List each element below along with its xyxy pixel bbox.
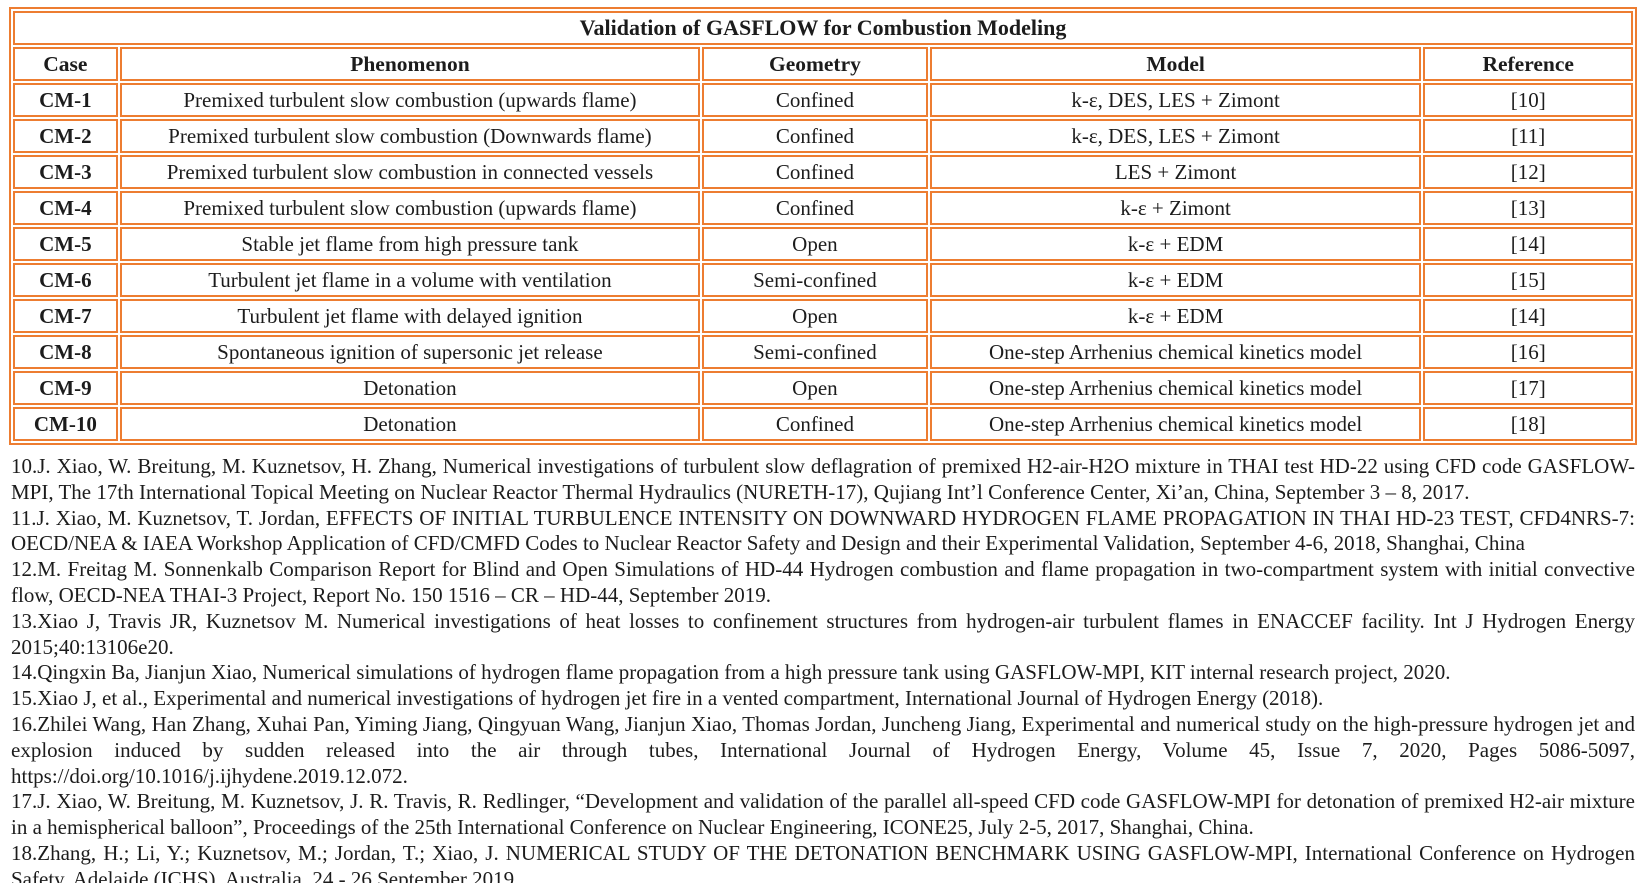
cell-case: CM-10 [13,407,118,441]
table-row: CM-9 Detonation Open One-step Arrhenius … [13,371,1633,405]
table-row: CM-3 Premixed turbulent slow combustion … [13,155,1633,189]
cell-reference: [16] [1423,335,1633,369]
cell-geometry: Semi-confined [702,335,928,369]
reference-entry: 18.Zhang, H.; Li, Y.; Kuznetsov, M.; Jor… [11,840,1635,883]
cell-phenomenon: Detonation [119,407,701,441]
table-title: Validation of GASFLOW for Combustion Mod… [13,11,1633,45]
reference-entry: 13.Xiao J, Travis JR, Kuznetsov M. Numer… [11,608,1635,659]
cell-case: CM-2 [13,119,118,153]
cell-reference: [15] [1423,263,1633,297]
cell-case: CM-7 [13,299,118,333]
header-row: Case Phenomenon Geometry Model Reference [13,47,1633,81]
reference-entry: 12.M. Freitag M. Sonnenkalb Comparison R… [11,557,1635,607]
cell-phenomenon: Turbulent jet flame in a volume with ven… [119,263,701,297]
column-header: Case [13,47,118,81]
cell-geometry: Confined [702,155,928,189]
column-header: Phenomenon [119,47,701,81]
table-row: CM-2 Premixed turbulent slow combustion … [13,119,1633,153]
cell-reference: [14] [1423,227,1633,261]
cell-geometry: Confined [702,119,928,153]
table-row: CM-10 Detonation Confined One-step Arrhe… [13,407,1633,441]
cell-model: One-step Arrhenius chemical kinetics mod… [929,407,1422,441]
cell-phenomenon: Detonation [119,371,701,405]
reference-entry: 16.Zhilei Wang, Han Zhang, Xuhai Pan, Yi… [11,711,1635,788]
validation-table: Validation of GASFLOW for Combustion Mod… [9,7,1637,445]
cell-reference: [17] [1423,371,1633,405]
cell-phenomenon: Premixed turbulent slow combustion in co… [119,155,701,189]
cell-case: CM-6 [13,263,118,297]
cell-reference: [13] [1423,191,1633,225]
cell-model: k-ε + Zimont [929,191,1422,225]
cell-reference: [10] [1423,83,1633,117]
cell-geometry: Open [702,227,928,261]
table-row: CM-6 Turbulent jet flame in a volume wit… [13,263,1633,297]
cell-model: k-ε + EDM [929,227,1422,261]
table-row: CM-1 Premixed turbulent slow combustion … [13,83,1633,117]
table-body: CM-1 Premixed turbulent slow combustion … [13,83,1633,441]
reference-entry: 11.J. Xiao, M. Kuznetsov, T. Jordan, EFF… [11,505,1635,556]
cell-case: CM-9 [13,371,118,405]
cell-geometry: Confined [702,191,928,225]
cell-model: k-ε, DES, LES + Zimont [929,83,1422,117]
cell-phenomenon: Premixed turbulent slow combustion (upwa… [119,83,701,117]
cell-phenomenon: Premixed turbulent slow combustion (Down… [119,119,701,153]
cell-phenomenon: Stable jet flame from high pressure tank [119,227,701,261]
cell-phenomenon: Premixed turbulent slow combustion (upwa… [119,191,701,225]
cell-model: k-ε, DES, LES + Zimont [929,119,1422,153]
table-row: CM-8 Spontaneous ignition of supersonic … [13,335,1633,369]
cell-case: CM-4 [13,191,118,225]
cell-reference: [11] [1423,119,1633,153]
cell-case: CM-1 [13,83,118,117]
cell-case: CM-5 [13,227,118,261]
column-header: Model [929,47,1422,81]
cell-model: k-ε + EDM [929,299,1422,333]
cell-model: One-step Arrhenius chemical kinetics mod… [929,335,1422,369]
reference-list: 10.J. Xiao, W. Breitung, M. Kuznetsov, H… [9,454,1637,883]
title-row: Validation of GASFLOW for Combustion Mod… [13,11,1633,45]
column-header: Geometry [702,47,928,81]
table-row: CM-7 Turbulent jet flame with delayed ig… [13,299,1633,333]
cell-phenomenon: Spontaneous ignition of supersonic jet r… [119,335,701,369]
cell-geometry: Semi-confined [702,263,928,297]
reference-entry: 14.Qingxin Ba, Jianjun Xiao, Numerical s… [11,660,1451,685]
cell-geometry: Confined [702,83,928,117]
cell-reference: [12] [1423,155,1633,189]
cell-model: LES + Zimont [929,155,1422,189]
reference-entry: 17.J. Xiao, W. Breitung, M. Kuznetsov, J… [11,789,1635,840]
reference-entry: 10.J. Xiao, W. Breitung, M. Kuznetsov, H… [11,454,1635,504]
cell-case: CM-8 [13,335,118,369]
reference-entry: 15.Xiao J, et al., Experimental and nume… [11,686,1324,711]
cell-reference: [14] [1423,299,1633,333]
cell-model: k-ε + EDM [929,263,1422,297]
cell-phenomenon: Turbulent jet flame with delayed ignitio… [119,299,701,333]
cell-geometry: Confined [702,407,928,441]
cell-geometry: Open [702,299,928,333]
cell-case: CM-3 [13,155,118,189]
table-row: CM-5 Stable jet flame from high pressure… [13,227,1633,261]
cell-reference: [18] [1423,407,1633,441]
cell-model: One-step Arrhenius chemical kinetics mod… [929,371,1422,405]
table-row: CM-4 Premixed turbulent slow combustion … [13,191,1633,225]
column-header: Reference [1423,47,1633,81]
cell-geometry: Open [702,371,928,405]
